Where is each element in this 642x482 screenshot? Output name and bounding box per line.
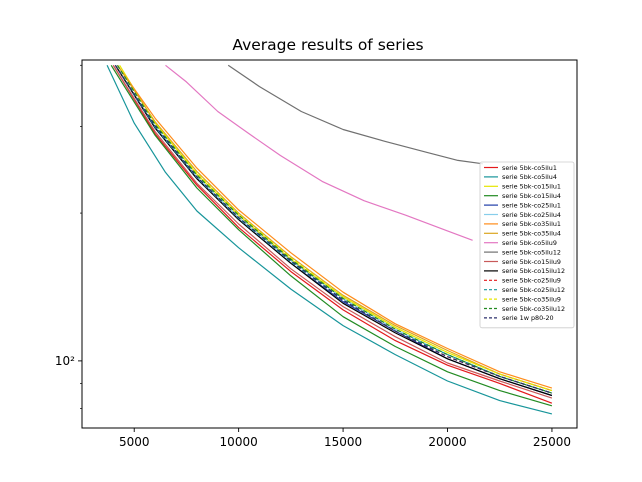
series-layer: [106, 64, 553, 415]
series-line-1: [112, 64, 553, 404]
legend-label: serie 5bk-co35ilu9: [502, 295, 561, 303]
series-line-14: [114, 64, 553, 394]
legend-label: serie 5bk-co35ilu12: [502, 305, 565, 313]
x-axis: 5000 10000 15000 20000 25000: [119, 428, 571, 449]
legend-label: serie 5bk-co35ilu4: [502, 230, 561, 238]
legend-label: serie 5bk-co5ilu9: [502, 239, 557, 247]
chart-title: Average results of series: [232, 36, 423, 54]
x-tick-label: 15000: [324, 435, 362, 449]
x-tick-label: 20000: [428, 435, 466, 449]
series-line-2: [106, 65, 553, 415]
x-tick-label: 25000: [533, 435, 571, 449]
series-line-11: [112, 64, 553, 399]
legend-label: serie 5bk-co25ilu12: [502, 286, 565, 294]
legend-label: serie 5bk-co5ilu1: [502, 164, 557, 172]
series-line-10: [227, 64, 484, 165]
x-tick-label: 5000: [119, 435, 150, 449]
legend-label: serie 5bk-co15ilu12: [502, 267, 565, 275]
plot-area-frame: [81, 59, 578, 429]
y-axis: 10²: [55, 64, 82, 409]
legend-label: serie 5bk-co25ilu4: [502, 211, 561, 219]
series-line-4: [110, 64, 553, 407]
legend-label: serie 5bk-co15ilu1: [502, 183, 561, 191]
legend-label: serie 5bk-co35ilu1: [502, 220, 561, 228]
series-line-17: [114, 64, 553, 394]
series-line-7: [117, 64, 553, 389]
legend-label: serie 5bk-co25ilu9: [502, 277, 561, 285]
legend-label: serie 5bk-co5ilu4: [502, 173, 557, 181]
series-line-8: [117, 64, 553, 392]
legend-label: serie 5bk-co15ilu4: [502, 192, 561, 200]
legend-label: serie 5bk-co15ilu9: [502, 258, 561, 266]
x-tick-label: 10000: [220, 435, 258, 449]
legend-label: serie 5bk-co25ilu1: [502, 201, 561, 209]
series-line-15: [116, 64, 553, 392]
series-line-9: [165, 64, 473, 241]
legend-label: serie 5bk-co5ilu12: [502, 248, 561, 256]
series-line-16: [116, 64, 553, 394]
legend-label: serie 1w p80-20: [502, 314, 554, 322]
legend-box: [479, 161, 575, 329]
y-tick-label: 10²: [55, 354, 75, 368]
